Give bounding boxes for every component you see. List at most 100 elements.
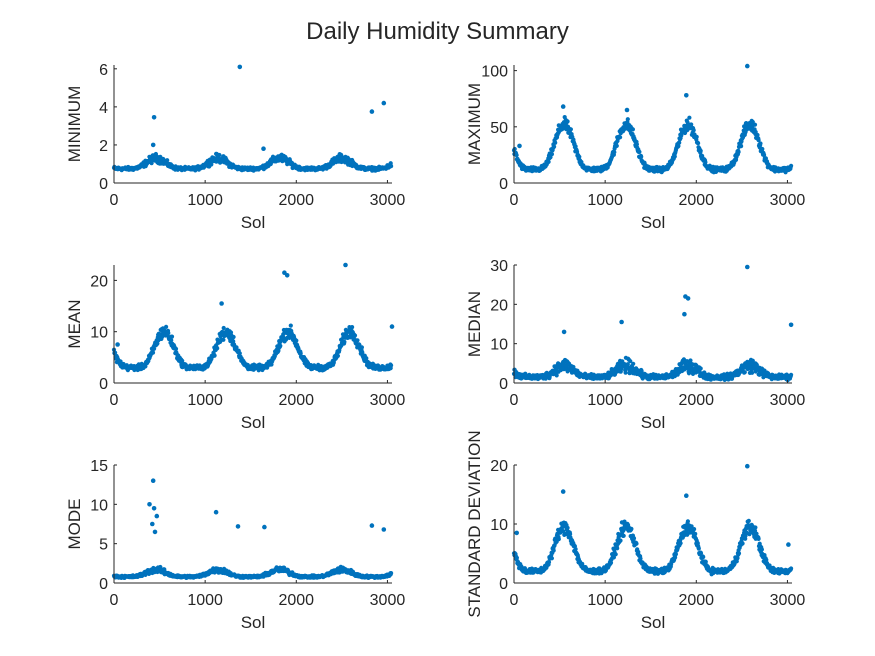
data-point (549, 152, 555, 157)
data-point (631, 536, 637, 541)
x-tick-label: 1000 (587, 192, 623, 209)
data-point (736, 149, 741, 155)
outlier-point (284, 273, 290, 278)
x-axis-label: Sol (241, 613, 266, 632)
data-point (638, 556, 643, 561)
x-tick-label: 3000 (770, 392, 806, 409)
x-tick-label: 0 (510, 192, 519, 209)
data-point (294, 338, 299, 343)
x-tick-label: 0 (110, 592, 119, 609)
x-tick-label: 1000 (187, 592, 223, 609)
data-point (689, 122, 694, 127)
y-tick-label: 50 (490, 120, 508, 137)
data-point (612, 150, 617, 155)
outlier-point (150, 521, 155, 527)
outlier-point (684, 493, 689, 499)
data-point (701, 554, 706, 560)
outlier-point (745, 63, 750, 69)
y-tick-label: 0 (499, 376, 508, 393)
data-point (789, 372, 794, 377)
x-axis-label: Sol (641, 413, 666, 432)
data-point (514, 153, 519, 158)
data-point (577, 154, 582, 159)
outlier-point (389, 324, 395, 329)
data-point (753, 525, 758, 530)
data-point (760, 146, 765, 152)
outlier-point (514, 530, 519, 536)
data-point (389, 164, 394, 169)
data-point (169, 338, 174, 343)
outlier-point (151, 506, 157, 511)
data-point (756, 536, 761, 542)
x-tick-label: 2000 (678, 192, 714, 209)
outlier-point (745, 463, 750, 469)
y-tick-label: 10 (490, 337, 508, 354)
data-points (111, 262, 395, 373)
y-tick-label: 20 (90, 273, 108, 290)
data-point (613, 552, 618, 557)
data-point (169, 334, 175, 339)
outlier-point (151, 115, 157, 120)
outlier-point (147, 502, 152, 507)
x-tick-label: 3000 (370, 592, 406, 609)
data-point (740, 541, 745, 546)
data-point (694, 134, 699, 139)
x-tick-label: 2000 (278, 392, 314, 409)
data-point (389, 363, 394, 368)
data-point (288, 323, 293, 328)
data-point (637, 149, 642, 154)
data-point (278, 343, 283, 348)
data-point (673, 552, 679, 557)
data-point (221, 337, 226, 342)
x-tick-label: 1000 (587, 392, 623, 409)
outlier-point (261, 146, 266, 151)
x-tick-label: 3000 (770, 192, 806, 209)
data-point (209, 162, 214, 167)
data-point (696, 546, 701, 551)
data-point (552, 144, 557, 149)
data-point (165, 158, 170, 163)
x-tick-label: 3000 (770, 592, 806, 609)
data-point (298, 351, 303, 356)
data-point (217, 152, 222, 158)
x-tick-label: 0 (110, 392, 119, 409)
outlier-point (381, 527, 387, 532)
data-points (511, 63, 794, 175)
data-point (359, 345, 364, 350)
data-point (750, 370, 755, 375)
data-point (631, 361, 636, 366)
outlier-point (150, 142, 156, 148)
data-point (234, 345, 239, 350)
outlier-point (561, 329, 567, 335)
x-tick-label: 2000 (278, 592, 314, 609)
data-point (615, 546, 620, 551)
x-tick-label: 1000 (587, 592, 623, 609)
outlier-point (685, 296, 691, 301)
data-point (621, 533, 626, 538)
y-tick-label: 20 (490, 458, 508, 475)
data-point (618, 538, 623, 543)
y-axis-label: MODE (65, 499, 84, 550)
data-point (150, 350, 156, 355)
data-point (625, 117, 630, 122)
data-point (568, 127, 574, 132)
data-point (698, 148, 703, 153)
y-tick-label: 10 (90, 497, 108, 514)
outlier-point (560, 104, 566, 109)
y-axis-label: MEAN (65, 299, 84, 348)
data-point (166, 330, 171, 336)
data-point (758, 141, 763, 146)
outlier-point (369, 109, 375, 114)
x-tick-label: 0 (110, 192, 119, 209)
data-point (630, 127, 636, 132)
data-point (565, 525, 570, 531)
y-tick-label: 10 (490, 517, 508, 534)
data-point (231, 334, 236, 340)
x-axis-label: Sol (641, 613, 666, 632)
data-point (514, 555, 520, 560)
y-tick-label: 2 (99, 138, 108, 155)
